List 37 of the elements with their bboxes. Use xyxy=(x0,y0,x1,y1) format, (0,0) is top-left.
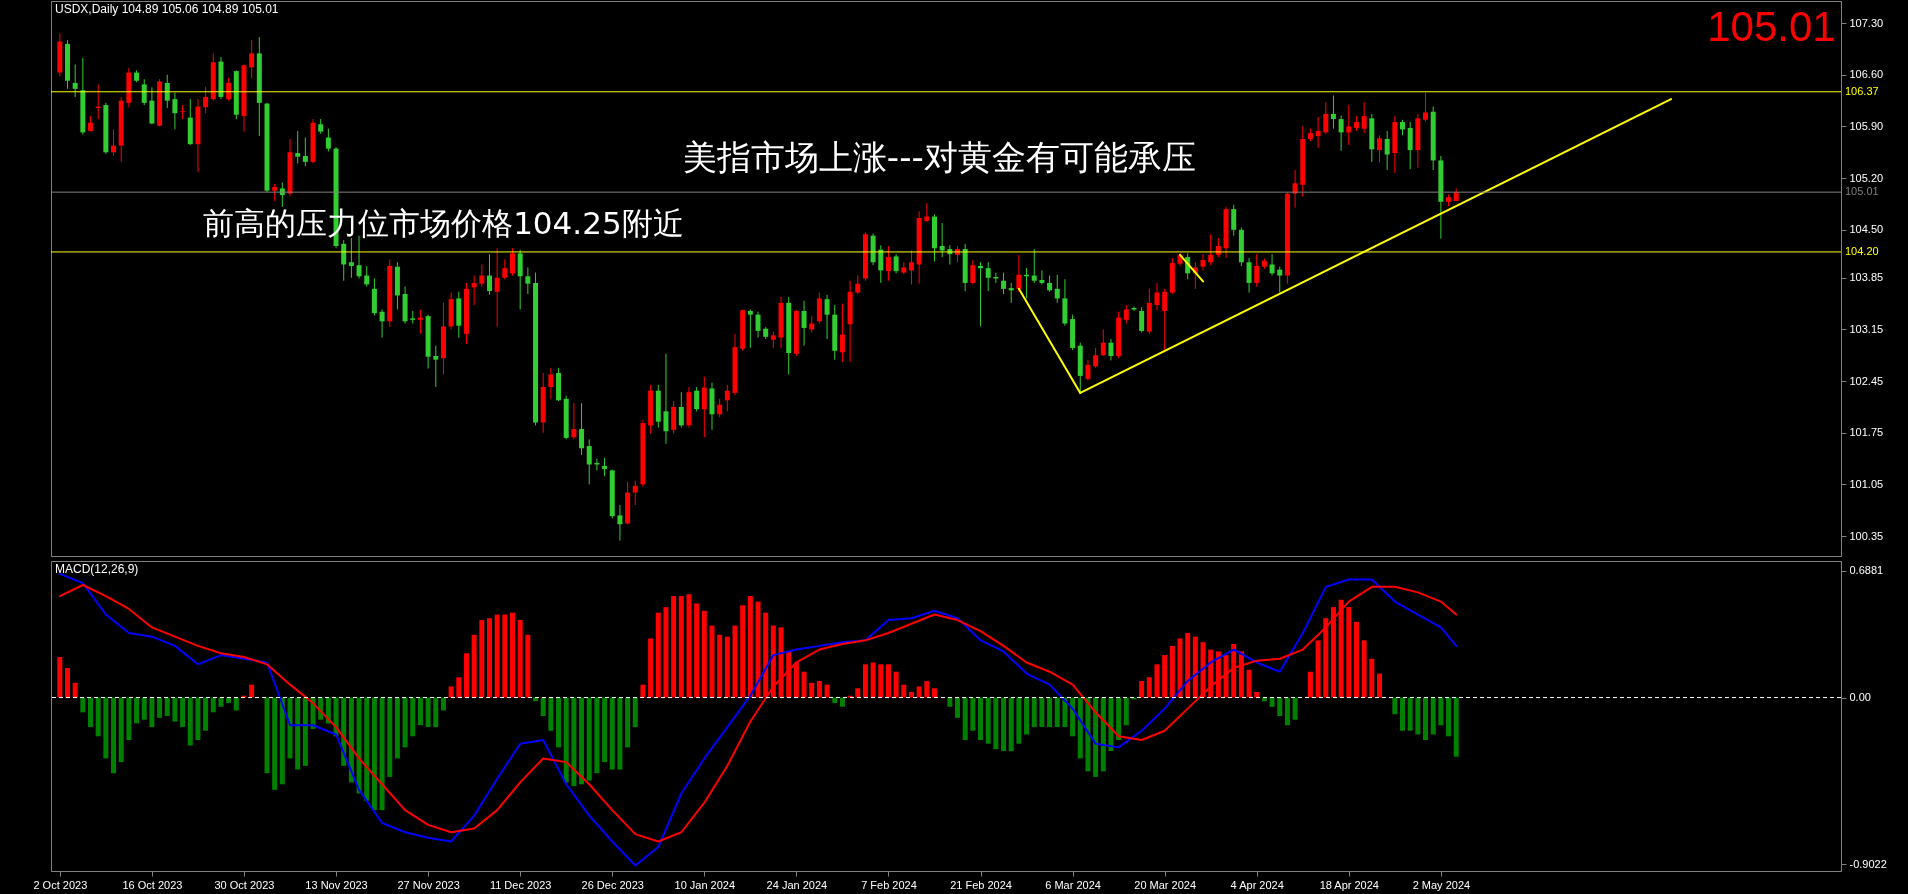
y-tick-label: 105.90 xyxy=(1849,119,1884,132)
x-tick-label: 2 Oct 2023 xyxy=(33,878,88,891)
x-tick-label: 4 Apr 2024 xyxy=(1230,878,1284,891)
ref-line-label: 105.01 xyxy=(1845,185,1879,198)
x-tick-label: 18 Apr 2024 xyxy=(1319,878,1379,891)
x-tick-label: 10 Jan 2024 xyxy=(674,878,736,891)
x-tick-label: 27 Nov 2023 xyxy=(397,878,460,891)
chart-title: USDX,Daily 104.89 105.06 104.89 105.01 xyxy=(55,2,279,16)
ref-line-label: 106.37 xyxy=(1845,84,1879,97)
x-tick-label: 26 Dec 2023 xyxy=(581,878,644,891)
y-tick-label: -0.9022 xyxy=(1849,857,1887,870)
y-tick-label: 105.20 xyxy=(1849,171,1884,184)
y-tick-label: 103.15 xyxy=(1849,322,1884,335)
x-tick-label: 7 Feb 2024 xyxy=(861,878,917,891)
x-tick-label: 24 Jan 2024 xyxy=(766,878,828,891)
x-tick-label: 2 May 2024 xyxy=(1412,878,1471,891)
y-tick-label: 106.60 xyxy=(1849,68,1884,81)
y-tick-label: 101.05 xyxy=(1849,477,1884,490)
y-tick-label: 0.00 xyxy=(1849,691,1871,704)
chart-title: MACD(12,26,9) xyxy=(55,562,139,576)
y-tick-label: 100.35 xyxy=(1849,529,1884,542)
x-tick-label: 20 Mar 2024 xyxy=(1134,878,1197,891)
x-tick-label: 16 Oct 2023 xyxy=(122,878,183,891)
ref-line-label: 104.20 xyxy=(1845,244,1879,257)
annotation: 105.01 xyxy=(1707,2,1836,50)
y-tick-label: 0.6881 xyxy=(1849,564,1884,577)
y-tick-label: 101.75 xyxy=(1849,426,1884,439)
y-tick-label: 102.45 xyxy=(1849,374,1884,387)
x-tick-label: 30 Oct 2023 xyxy=(214,878,275,891)
y-tick-label: 107.30 xyxy=(1849,16,1884,29)
y-tick-label: 104.50 xyxy=(1849,223,1884,236)
x-tick-label: 13 Nov 2023 xyxy=(305,878,368,891)
annotation: 美指市场上涨---对黄金有可能承压 xyxy=(682,137,1196,178)
x-tick-label: 11 Dec 2023 xyxy=(489,878,552,891)
x-tick-label: 6 Mar 2024 xyxy=(1045,878,1101,891)
y-tick-label: 103.85 xyxy=(1849,271,1884,284)
x-tick-label: 21 Feb 2024 xyxy=(950,878,1012,891)
